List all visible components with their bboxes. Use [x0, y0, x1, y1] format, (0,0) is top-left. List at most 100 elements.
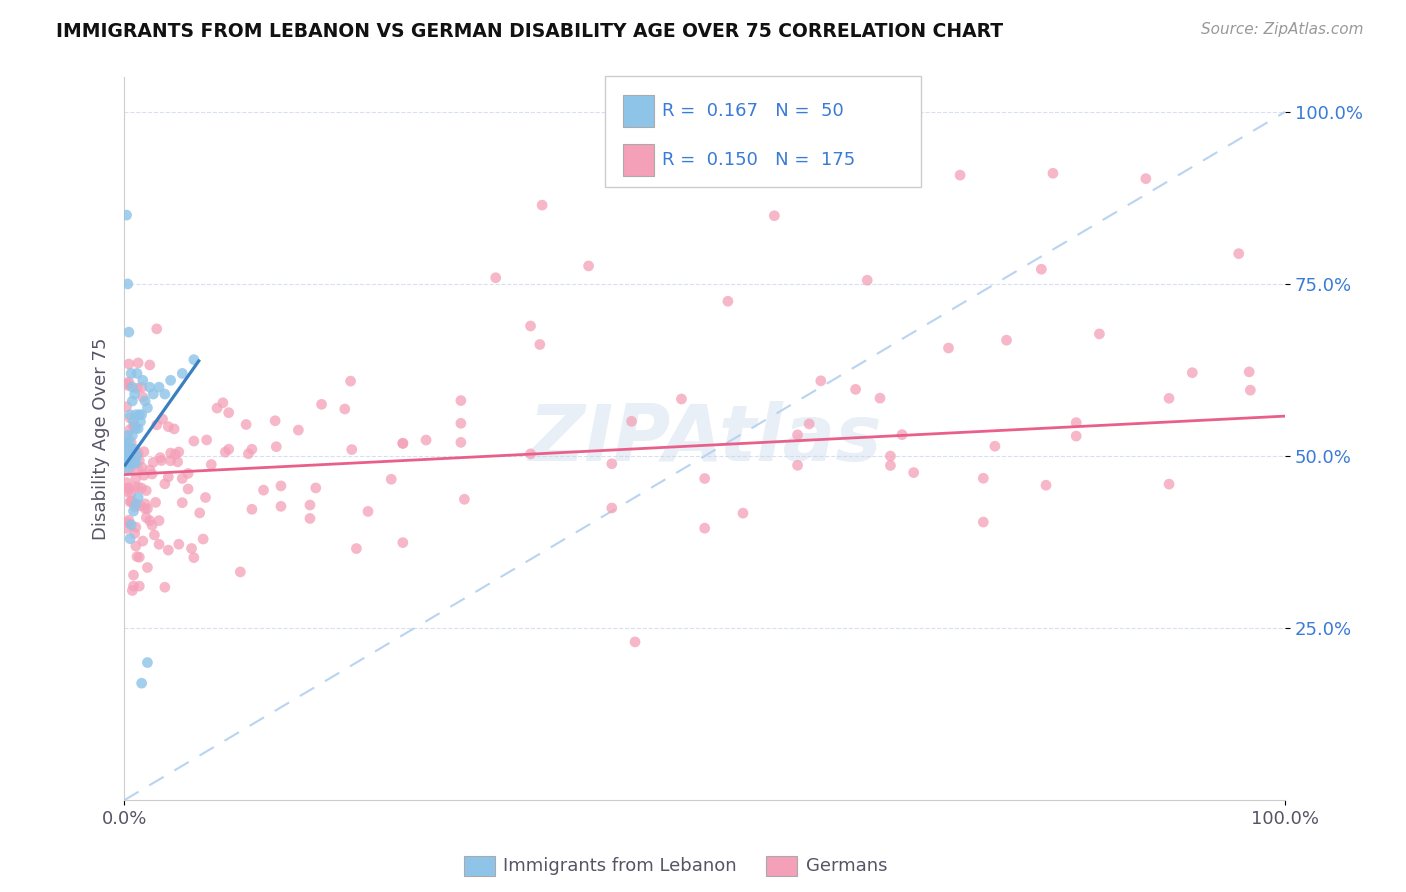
Point [214, 445, 236, 459]
Point [125, 408, 148, 422]
Point [578, 259, 600, 273]
Point [128, 453, 150, 467]
Point [159, 373, 181, 387]
Point [134, 394, 156, 409]
Point [786, 428, 808, 442]
Point [152, 412, 174, 426]
Point [129, 415, 152, 429]
Point [145, 495, 167, 509]
Point [149, 450, 172, 465]
Point [124, 526, 146, 541]
Point [139, 514, 162, 528]
Point [132, 444, 155, 458]
Point [125, 421, 148, 435]
Point [229, 565, 252, 579]
Point [117, 481, 139, 495]
Point [121, 428, 143, 442]
Point [157, 543, 180, 558]
Point [115, 435, 138, 450]
Point [1042, 166, 1064, 180]
Point [125, 367, 148, 381]
Point [938, 341, 960, 355]
Point [519, 318, 541, 333]
Point [120, 435, 142, 450]
Point [163, 422, 186, 436]
Point [148, 514, 170, 528]
Point [125, 449, 148, 463]
Point [122, 568, 145, 582]
Point [125, 381, 148, 395]
Point [120, 486, 142, 500]
Point [845, 383, 868, 397]
Text: Germans: Germans [806, 857, 887, 875]
Point [1237, 365, 1260, 379]
Point [1157, 477, 1180, 491]
Point [212, 396, 235, 410]
Point [134, 497, 156, 511]
Point [340, 442, 363, 457]
Point [450, 393, 472, 408]
Point [120, 457, 142, 471]
Text: IMMIGRANTS FROM LEBANON VS GERMAN DISABILITY AGE OVER 75 CORRELATION CHART: IMMIGRANTS FROM LEBANON VS GERMAN DISABI… [56, 22, 1004, 41]
Point [115, 208, 138, 222]
Point [148, 537, 170, 551]
Point [121, 443, 143, 458]
Point [1157, 392, 1180, 406]
Point [118, 462, 141, 476]
Point [117, 378, 139, 392]
Point [132, 390, 155, 404]
Point [127, 446, 149, 460]
Point [869, 391, 891, 405]
Point [810, 374, 832, 388]
Point [157, 470, 180, 484]
Point [600, 501, 623, 516]
Point [131, 460, 153, 475]
Point [799, 417, 821, 431]
Point [485, 270, 508, 285]
Point [191, 532, 214, 546]
Point [531, 198, 554, 212]
Point [172, 496, 194, 510]
Point [115, 429, 138, 443]
Point [879, 449, 901, 463]
Point [136, 656, 159, 670]
Point [139, 463, 162, 477]
Point [671, 392, 693, 406]
Point [159, 446, 181, 460]
Point [121, 453, 143, 467]
Point [188, 506, 211, 520]
Point [238, 447, 260, 461]
Point [121, 583, 143, 598]
Point [125, 449, 148, 463]
Point [380, 472, 402, 486]
Point [118, 513, 141, 527]
Point [127, 421, 149, 435]
Point [995, 333, 1018, 347]
Point [114, 438, 136, 452]
Point [333, 402, 356, 417]
Point [1031, 262, 1053, 277]
Point [117, 516, 139, 530]
Point [122, 419, 145, 434]
Point [172, 367, 194, 381]
Point [298, 498, 321, 512]
Point [127, 463, 149, 477]
Point [115, 521, 138, 535]
Point [128, 408, 150, 422]
Point [264, 414, 287, 428]
Point [392, 535, 415, 549]
Point [127, 491, 149, 505]
Point [311, 397, 333, 411]
Point [148, 380, 170, 394]
Point [131, 380, 153, 394]
Point [114, 449, 136, 463]
Point [122, 456, 145, 470]
Point [165, 447, 187, 461]
Point [120, 517, 142, 532]
Point [717, 294, 740, 309]
Point [118, 495, 141, 509]
Point [270, 479, 292, 493]
Point [984, 439, 1007, 453]
Point [172, 471, 194, 485]
Point [1088, 326, 1111, 341]
